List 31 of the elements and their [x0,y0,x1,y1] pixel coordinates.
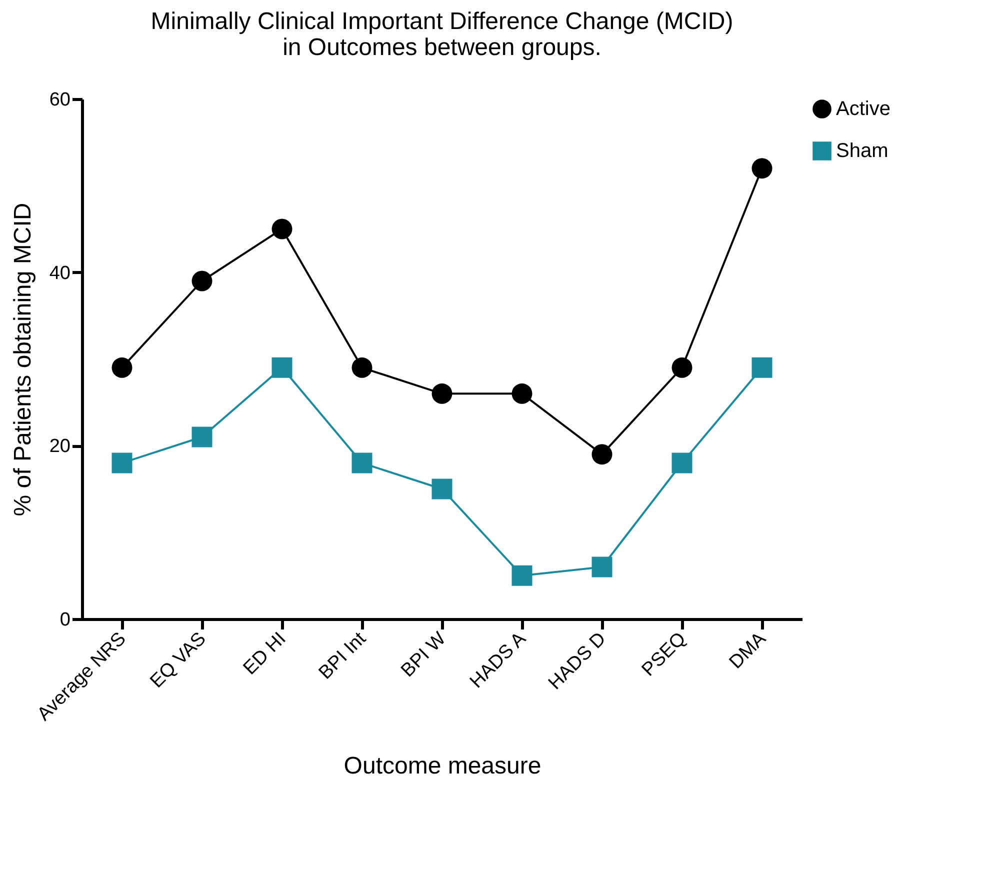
point [112,452,132,474]
y-tick-label: 60 [49,90,70,110]
point [192,270,212,292]
point [112,357,132,378]
x-axis-title: Outcome measure [344,752,542,780]
legend-label: Active [836,98,890,120]
point [512,383,532,404]
point [272,218,292,240]
point [352,357,372,378]
point [592,556,612,578]
point [432,478,452,500]
point [512,565,532,586]
point [592,444,612,465]
point [672,357,692,378]
x-tick-label: BPI Int [315,628,371,684]
x-tick-label: ED HI [240,628,290,680]
y-tick-label: 40 [49,262,70,284]
point [432,383,452,404]
x-tick-label: BPI W [397,628,450,682]
point [352,452,372,474]
point [672,452,692,474]
x-tick-label: EQ VAS [146,628,210,692]
y-tick-label: 20 [49,436,70,458]
y-tick-label: 0 [60,610,70,630]
legend-label: Sham [836,140,888,162]
y-axis-title: % of Patients obtaining MCID [9,202,36,516]
point [752,158,772,179]
point [192,426,212,448]
point [272,357,292,378]
point [752,357,772,378]
chart-title: Minimally Clinical Important Difference Change (MCID) in Outcomes between groups. [150,8,734,61]
